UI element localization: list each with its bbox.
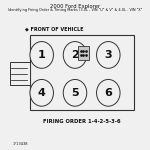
Text: ◆ FRONT OF VEHICLE: ◆ FRONT OF VEHICLE [25, 26, 83, 32]
Circle shape [30, 42, 53, 68]
Text: 4: 4 [38, 88, 46, 98]
Circle shape [63, 42, 87, 68]
Text: 2: 2 [71, 50, 79, 60]
Text: 1F13438: 1F13438 [12, 142, 28, 146]
Text: 3: 3 [105, 50, 112, 60]
Circle shape [63, 80, 87, 106]
Text: 5: 5 [71, 88, 79, 98]
Text: 1: 1 [38, 50, 46, 60]
Circle shape [97, 80, 120, 106]
Text: FIRING ORDER 1-4-2-5-3-6: FIRING ORDER 1-4-2-5-3-6 [43, 118, 121, 124]
Bar [30, 35, 134, 110]
Bar [10, 62, 30, 85]
Text: 6: 6 [104, 88, 112, 98]
Circle shape [97, 42, 120, 68]
Bar [78, 46, 89, 60]
Text: 2000 Ford Explorer: 2000 Ford Explorer [50, 4, 100, 9]
Circle shape [30, 80, 53, 106]
Text: Identifying Firing Order & Timing Marks (3.0L - VIN "U" & V" & 4.0L - VIN "X": Identifying Firing Order & Timing Marks … [8, 8, 142, 12]
